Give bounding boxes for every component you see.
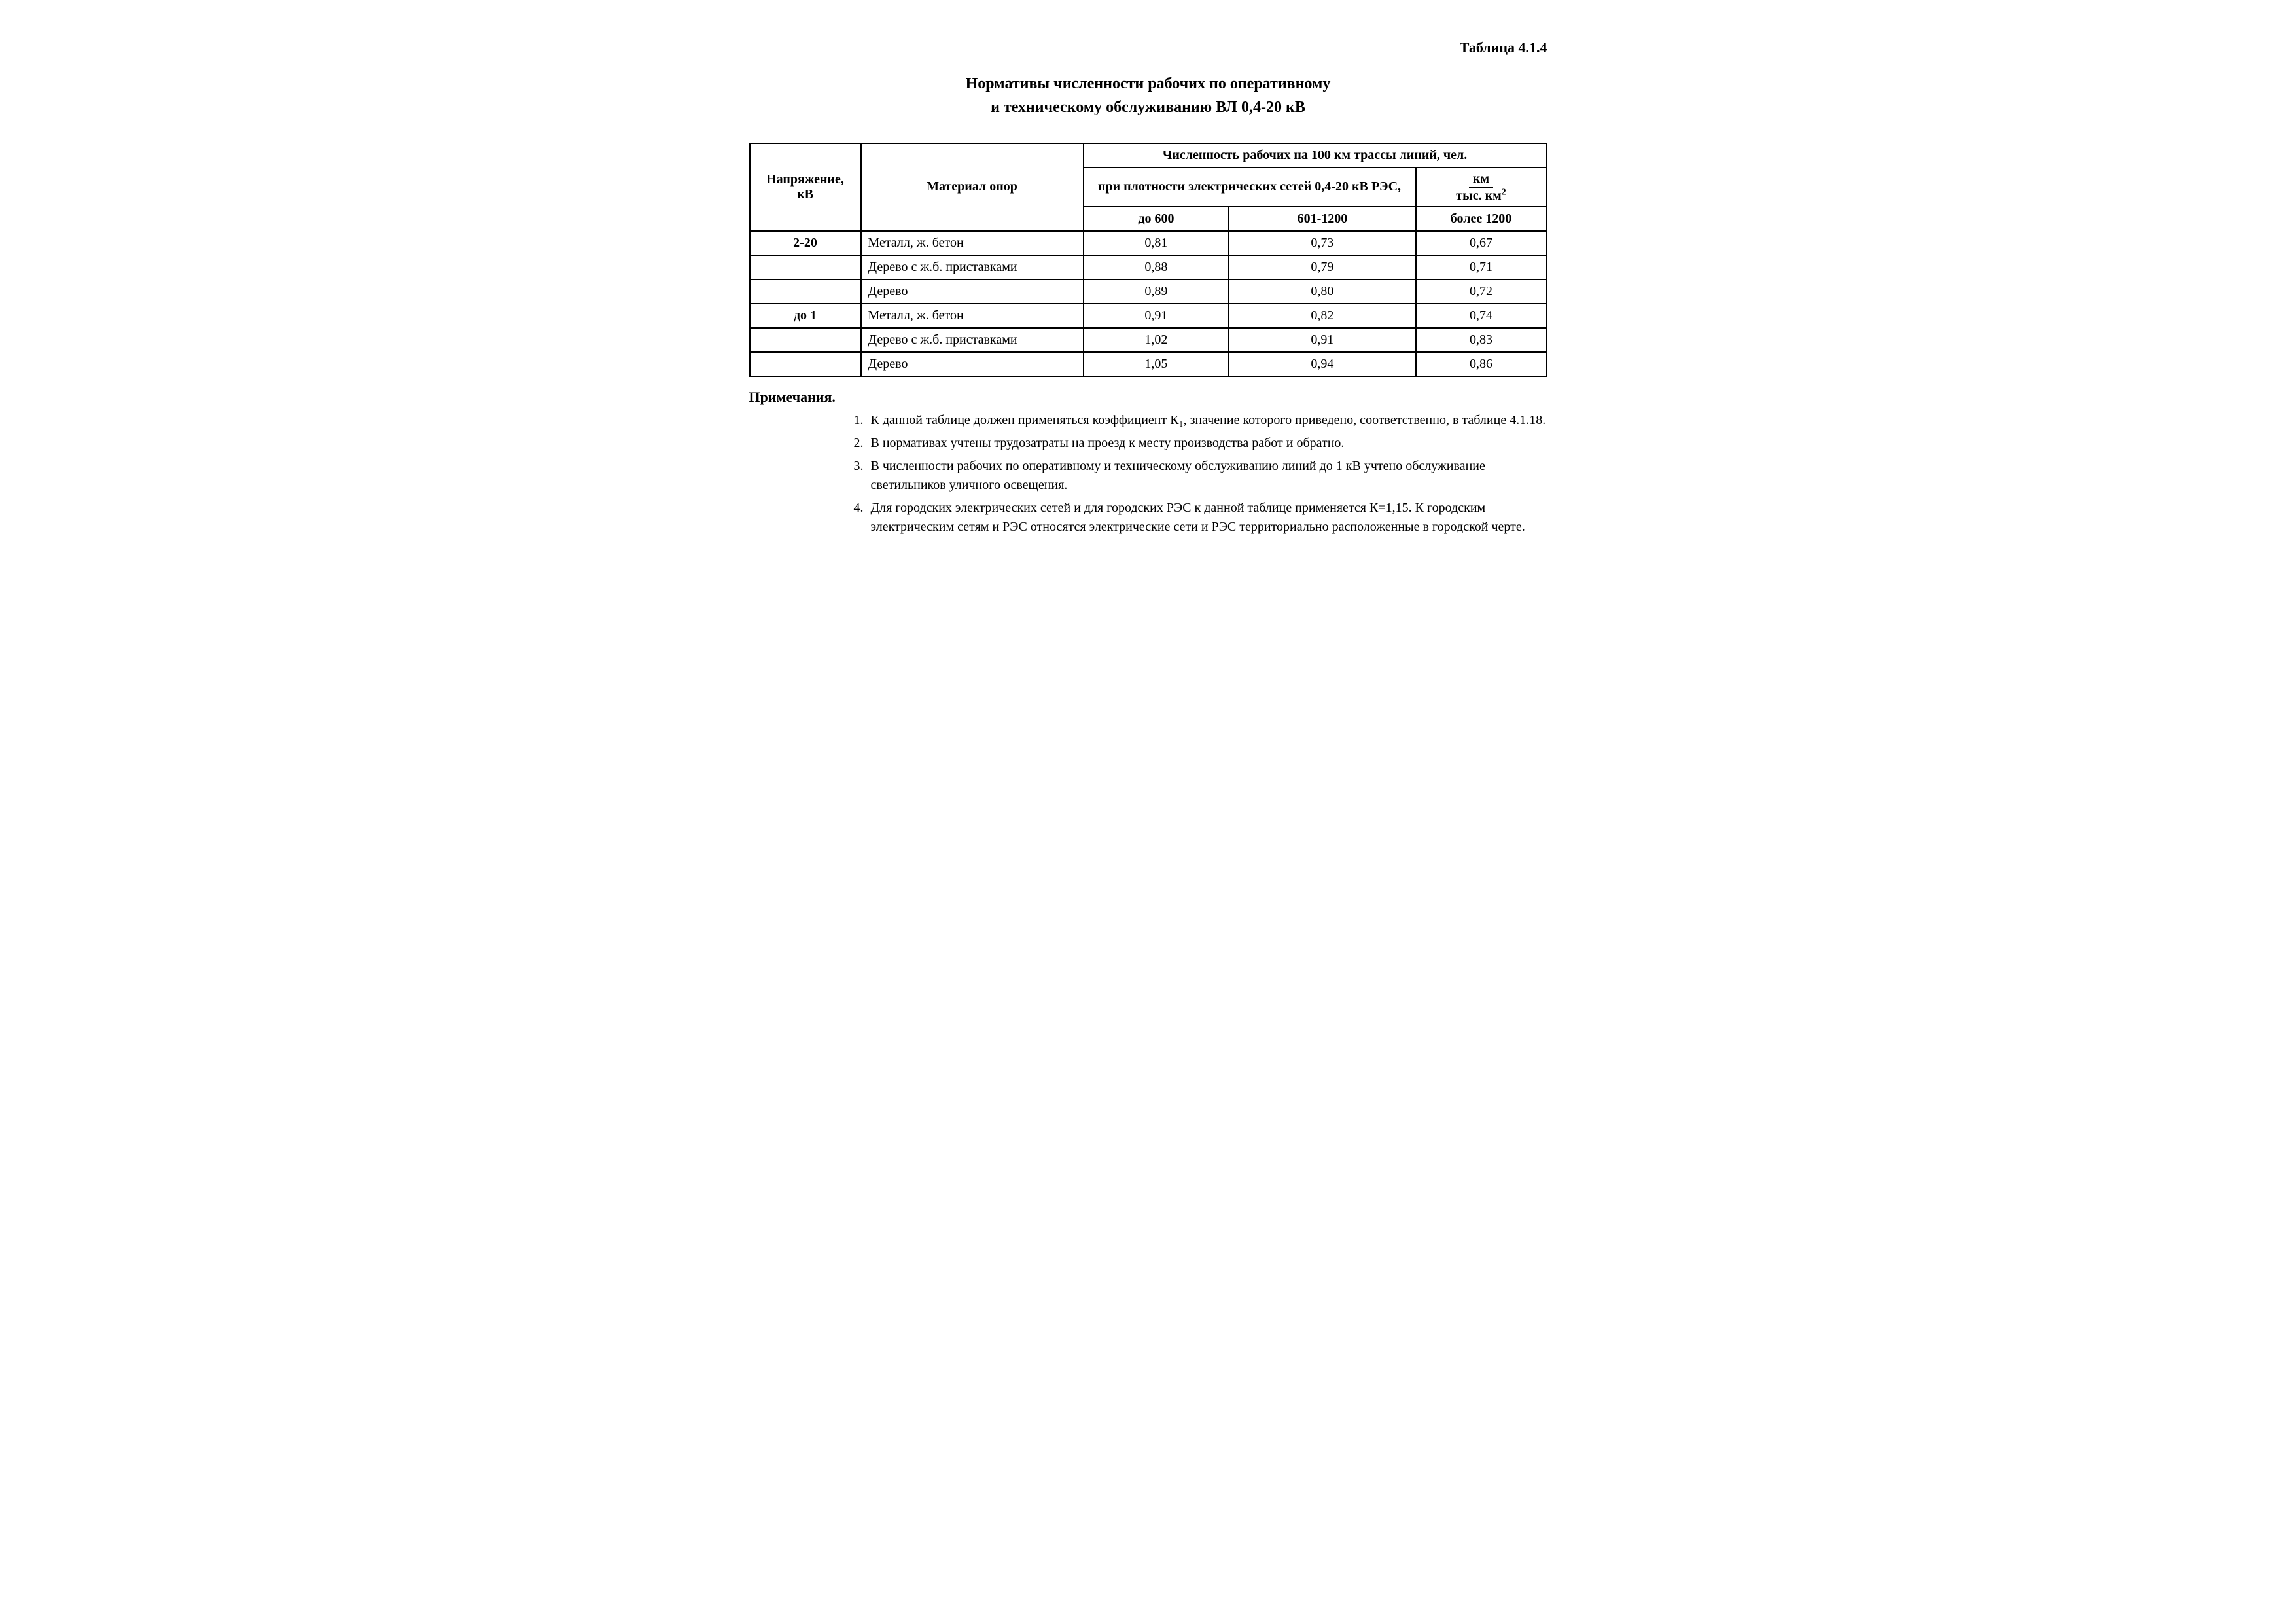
note-item: В численности рабочих по оперативному и … [867, 457, 1547, 495]
subcol-1-header: до 600 [1084, 207, 1229, 231]
table-number: Таблица 4.1.4 [749, 39, 1547, 56]
cell-v1: 0,88 [1084, 255, 1229, 279]
cell-v3: 0,86 [1416, 352, 1547, 376]
col-unit-header: км тыс. км2 [1416, 168, 1547, 207]
cell-v1: 0,89 [1084, 279, 1229, 304]
cell-v2: 0,91 [1229, 328, 1415, 352]
table-row: Дерево1,050,940,86 [750, 352, 1547, 376]
unit-numerator: км [1469, 172, 1493, 188]
col-density-header: при плотности электрических сетей 0,4-20… [1084, 168, 1416, 207]
cell-material: Металл, ж. бетон [861, 231, 1084, 255]
cell-v3: 0,72 [1416, 279, 1547, 304]
cell-v1: 0,81 [1084, 231, 1229, 255]
subcol-2-header: 601-1200 [1229, 207, 1415, 231]
cell-material: Дерево с ж.б. приставками [861, 255, 1084, 279]
cell-v1: 1,05 [1084, 352, 1229, 376]
table-row: Дерево с ж.б. приставками1,020,910,83 [750, 328, 1547, 352]
header-row-1: Напряжение, кВ Материал опор Численность… [750, 143, 1547, 168]
title-line-1: Нормативы численности рабочих по операти… [966, 75, 1331, 92]
col-material-header: Материал опор [861, 143, 1084, 231]
cell-v1: 0,91 [1084, 304, 1229, 328]
cell-voltage: до 1 [750, 304, 861, 328]
table-head: Напряжение, кВ Материал опор Численность… [750, 143, 1547, 231]
cell-v2: 0,94 [1229, 352, 1415, 376]
cell-v3: 0,71 [1416, 255, 1547, 279]
cell-v3: 0,67 [1416, 231, 1547, 255]
table-row: Дерево с ж.б. приставками0,880,790,71 [750, 255, 1547, 279]
col-count-header: Численность рабочих на 100 км трассы лин… [1084, 143, 1547, 168]
note-item: К данной таблице должен применяться коэф… [867, 411, 1547, 430]
subcol-3-header: более 1200 [1416, 207, 1547, 231]
cell-voltage [750, 279, 861, 304]
cell-material: Дерево [861, 279, 1084, 304]
table-body: 2-20Металл, ж. бетон0,810,730,67Дерево с… [750, 231, 1547, 376]
cell-material: Металл, ж. бетон [861, 304, 1084, 328]
cell-v3: 0,74 [1416, 304, 1547, 328]
cell-material: Дерево [861, 352, 1084, 376]
notes-heading: Примечания. [749, 389, 1547, 406]
table-row: до 1Металл, ж. бетон0,910,820,74 [750, 304, 1547, 328]
cell-v2: 0,79 [1229, 255, 1415, 279]
cell-v2: 0,73 [1229, 231, 1415, 255]
note-item: В нормативах учтены трудозатраты на прое… [867, 434, 1547, 453]
cell-voltage [750, 352, 861, 376]
norms-table: Напряжение, кВ Материал опор Численность… [749, 143, 1547, 377]
title-line-2: и техническому обслуживанию ВЛ 0,4-20 кВ [991, 99, 1305, 116]
note-item: Для городских электрических сетей и для … [867, 499, 1547, 537]
cell-v2: 0,80 [1229, 279, 1415, 304]
cell-voltage [750, 255, 861, 279]
cell-v3: 0,83 [1416, 328, 1547, 352]
cell-voltage: 2-20 [750, 231, 861, 255]
col-voltage-header: Напряжение, кВ [750, 143, 861, 231]
table-row: Дерево0,890,800,72 [750, 279, 1547, 304]
table-row: 2-20Металл, ж. бетон0,810,730,67 [750, 231, 1547, 255]
document-title: Нормативы численности рабочих по операти… [749, 72, 1547, 119]
notes-list: К данной таблице должен применяться коэф… [867, 411, 1547, 537]
cell-v2: 0,82 [1229, 304, 1415, 328]
unit-fraction: км тыс. км2 [1423, 172, 1540, 202]
cell-v1: 1,02 [1084, 328, 1229, 352]
unit-denominator: тыс. км2 [1456, 188, 1506, 203]
cell-material: Дерево с ж.б. приставками [861, 328, 1084, 352]
cell-voltage [750, 328, 861, 352]
document-page: Таблица 4.1.4 Нормативы численности рабо… [723, 0, 1574, 567]
